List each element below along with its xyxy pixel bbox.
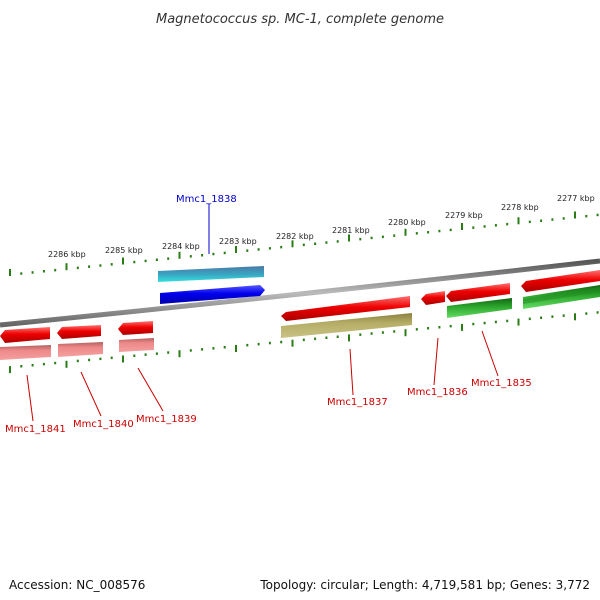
scale-label-2284: 2284 kbp: [162, 242, 200, 251]
scale-label-2280: 2280 kbp: [388, 218, 426, 227]
gene-mmc1-1835-red[interactable]: [446, 283, 510, 302]
gene-label-mmc1-1837[interactable]: Mmc1_1837: [327, 397, 388, 408]
gene-right-red[interactable]: [521, 270, 600, 292]
gene-mmc1-1835-green[interactable]: [447, 298, 512, 318]
topology-summary-text: Topology: circular; Length: 4,719,581 bp…: [260, 578, 590, 592]
gene-label-mmc1-1838[interactable]: Mmc1_1838: [176, 194, 237, 205]
gene-mmc1-1837-red[interactable]: [281, 296, 410, 321]
gene-right-green-2[interactable]: [523, 287, 600, 304]
leader-line-mmc1-1837: [349, 348, 354, 396]
gene-label-mmc1-1839[interactable]: Mmc1_1839: [136, 414, 197, 425]
scale-label-2282: 2282 kbp: [276, 232, 314, 241]
accession-text: Accession: NC_008576: [9, 578, 146, 592]
leader-line-mmc1-1836: [433, 337, 439, 386]
gene-mmc1-1839-red[interactable]: [118, 321, 153, 335]
gene-label-mmc1-1841[interactable]: Mmc1_1841: [5, 424, 66, 435]
gene-mmc1-1840-red[interactable]: [57, 325, 101, 339]
leader-line-mmc1-1841: [26, 374, 34, 422]
gene-label-mmc1-1836[interactable]: Mmc1_1836: [407, 387, 468, 398]
scale-label-2286: 2286 kbp: [48, 250, 86, 259]
upper-tick-track: [9, 211, 599, 276]
gene-mmc1-1837-olive[interactable]: [281, 313, 412, 338]
gene-mmc1-1840-pink[interactable]: [58, 342, 103, 357]
gene-mmc1-1836-red[interactable]: [421, 291, 445, 305]
genome-backbone: [0, 258, 600, 328]
gene-mmc1-1841-red[interactable]: [0, 327, 50, 343]
gene-mmc1-1841-pink[interactable]: [0, 345, 51, 360]
scale-label-2278: 2278 kbp: [501, 203, 539, 212]
gene-mmc1-1838-blue[interactable]: [160, 285, 265, 304]
lower-tick-track: [9, 311, 599, 374]
gene-mmc1-1838-teal[interactable]: [158, 266, 264, 282]
leader-line-mmc1-1839: [137, 367, 164, 412]
leader-line-mmc1-1835: [481, 330, 499, 377]
map-title: Magnetococcus sp. MC-1, complete genome: [156, 12, 444, 27]
scale-label-2285: 2285 kbp: [105, 246, 143, 255]
scale-label-2279: 2279 kbp: [445, 211, 483, 220]
leader-line-mmc1-1840: [80, 371, 102, 417]
gene-mmc1-1839-pink[interactable]: [119, 338, 154, 352]
scale-label-2277: 2277 kbp: [557, 194, 595, 203]
scale-label-2283: 2283 kbp: [219, 237, 257, 246]
gene-label-mmc1-1840[interactable]: Mmc1_1840: [73, 419, 134, 430]
gene-label-mmc1-1835[interactable]: Mmc1_1835: [471, 378, 532, 389]
scale-label-2281: 2281 kbp: [332, 226, 370, 235]
